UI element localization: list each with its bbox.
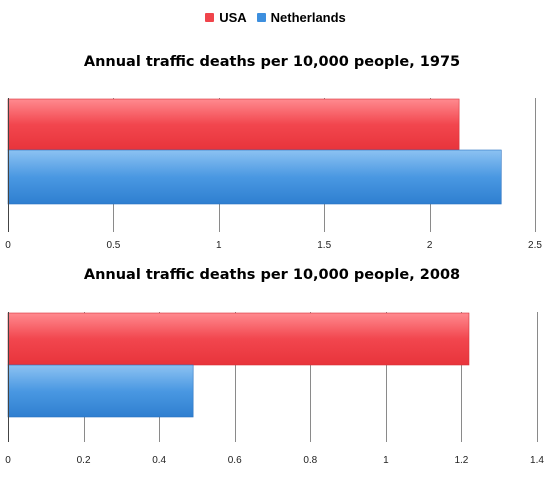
tick-label-1975-1-5: 1.5 bbox=[317, 240, 331, 251]
legend-item-netherlands: Netherlands bbox=[256, 10, 346, 25]
tick-label-2008-1-2: 1.2 bbox=[454, 455, 468, 466]
tick-label-1975-2: 2 bbox=[427, 240, 433, 251]
tick-label-1975-0-5: 0.5 bbox=[106, 240, 120, 251]
tick-label-2008-0-6: 0.6 bbox=[228, 455, 242, 466]
tick-label-2008-1: 1 bbox=[383, 455, 389, 466]
tick-label-1975-0: 0 bbox=[5, 240, 11, 251]
bar-netherlands-2008 bbox=[7, 364, 194, 418]
legend-swatch-netherlands bbox=[256, 13, 266, 22]
tick-label-2008-0-4: 0.4 bbox=[152, 455, 166, 466]
tick-label-1975-2-5: 2.5 bbox=[528, 240, 542, 251]
chart-title-1975: Annual traffic deaths per 10,000 people,… bbox=[84, 54, 460, 70]
chart-title-2008: Annual traffic deaths per 10,000 people,… bbox=[84, 267, 460, 283]
tick-label-2008-0-8: 0.8 bbox=[303, 455, 317, 466]
legend-swatch-usa bbox=[205, 13, 215, 22]
legend-label-netherlands: Netherlands bbox=[270, 10, 346, 25]
legend-item-usa: USA bbox=[205, 10, 247, 25]
tick-label-2008-0-2: 0.2 bbox=[77, 455, 91, 466]
bar-netherlands-1975 bbox=[7, 149, 502, 205]
bar-usa-2008 bbox=[7, 312, 470, 366]
tick-label-1975-1: 1 bbox=[216, 240, 222, 251]
legend: USA Netherlands bbox=[0, 10, 551, 25]
tick-label-2008-0: 0 bbox=[5, 455, 11, 466]
legend-label-usa: USA bbox=[219, 10, 247, 25]
bar-usa-1975 bbox=[7, 98, 460, 151]
tick-label-2008-1-4: 1.4 bbox=[530, 455, 544, 466]
